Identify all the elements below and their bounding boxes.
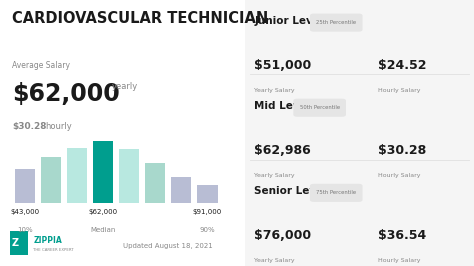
Text: 25th Percentile: 25th Percentile [316,20,356,25]
Bar [93,142,113,203]
Text: $91,000: $91,000 [193,209,222,215]
Text: THE CAREER EXPERT: THE CAREER EXPERT [33,248,74,252]
Text: $76,000: $76,000 [255,229,311,242]
Text: 10%: 10% [17,227,33,234]
Text: hourly: hourly [45,122,72,131]
Text: $30.28: $30.28 [378,144,426,157]
Text: Mid Level: Mid Level [255,101,311,111]
Bar [197,185,218,203]
Text: 50th Percentile: 50th Percentile [300,105,340,110]
Text: Hourly Salary: Hourly Salary [378,88,420,93]
Bar [171,177,191,203]
Text: Yearly Salary: Yearly Salary [255,173,295,178]
Text: $62,000: $62,000 [89,209,118,215]
Text: 75th Percentile: 75th Percentile [316,190,356,195]
Bar [145,163,165,203]
Text: Updated August 18, 2021: Updated August 18, 2021 [123,243,213,249]
Text: Hourly Salary: Hourly Salary [378,258,420,263]
Text: $62,986: $62,986 [255,144,311,157]
Text: $43,000: $43,000 [10,209,39,215]
Text: $51,000: $51,000 [255,59,312,72]
Text: ZIPPIA: ZIPPIA [33,236,62,245]
Text: Junior Level: Junior Level [255,16,324,26]
Bar [15,169,35,203]
Text: Hourly Salary: Hourly Salary [378,173,420,178]
Text: $24.52: $24.52 [378,59,426,72]
Bar [119,149,139,203]
Bar [41,157,61,203]
Text: Senior Level: Senior Level [255,186,328,196]
Text: Z: Z [11,238,19,248]
Text: Yearly Salary: Yearly Salary [255,88,295,93]
Text: $62,000: $62,000 [12,82,119,106]
Text: $30.28: $30.28 [12,122,46,131]
Text: Average Salary: Average Salary [12,61,70,70]
Text: yearly: yearly [111,82,137,92]
Text: Median: Median [91,227,116,234]
Text: Yearly Salary: Yearly Salary [255,258,295,263]
Text: 90%: 90% [200,227,215,234]
Text: CARDIOVASCULAR TECHNICIAN: CARDIOVASCULAR TECHNICIAN [12,11,268,26]
Text: $36.54: $36.54 [378,229,426,242]
Bar [67,148,87,203]
